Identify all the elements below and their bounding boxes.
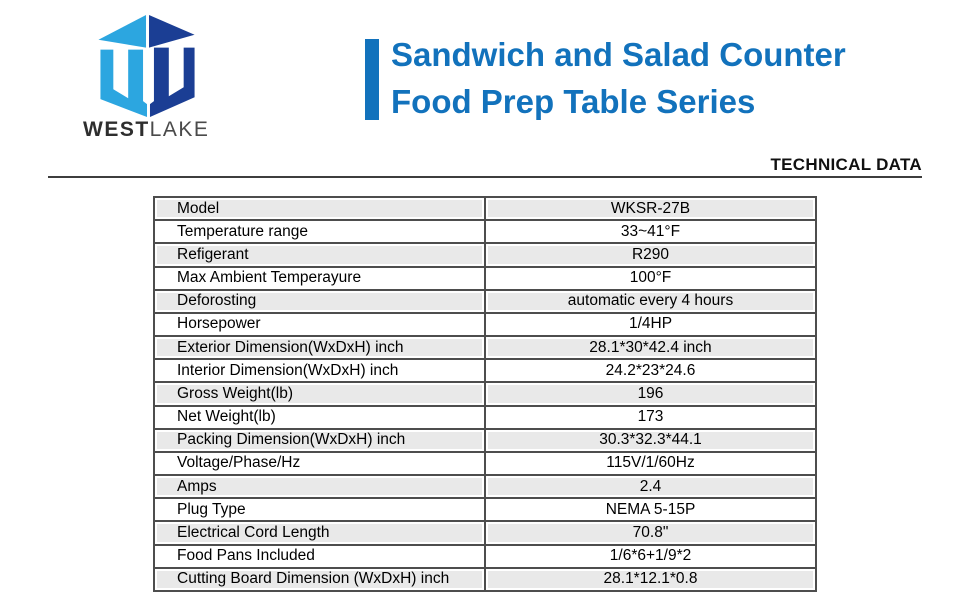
spec-value: 196 <box>484 381 817 407</box>
table-row: Packing Dimension(WxDxH) inch 30.3*32.3*4… <box>153 427 817 453</box>
spec-value: WKSR-27B <box>484 195 817 222</box>
spec-value: 33~41°F <box>484 219 817 245</box>
table-row: Model WKSR-27B <box>153 195 817 222</box>
spec-label: Refigerant <box>153 242 486 268</box>
spec-value: 115V/1/60Hz <box>484 450 817 477</box>
spec-value: 100°F <box>484 265 817 291</box>
logo-roof-left <box>98 14 147 48</box>
spec-label: Temperature range <box>153 219 486 245</box>
spec-label: Deforosting <box>153 288 486 314</box>
spec-label: Gross Weight(lb) <box>153 381 486 407</box>
table-row: Refigerant R290 <box>153 242 817 268</box>
spec-label: Model <box>153 195 486 222</box>
table-row: Interior Dimension(WxDxH) inch 24.2*23*24… <box>153 358 817 384</box>
table-row: Plug Type NEMA 5-15P <box>153 497 817 523</box>
spec-label: Packing Dimension(WxDxH) inch <box>153 427 486 453</box>
spec-value: 28.1*12.1*0.8 <box>484 566 817 593</box>
spec-value: 2.4 <box>484 474 817 500</box>
spec-value: 70.8" <box>484 520 817 546</box>
brand-word-lake: LAKE <box>149 118 210 141</box>
spec-value: 1/6*6+1/9*2 <box>484 543 817 569</box>
spec-label: Food Pans Included <box>153 543 486 569</box>
table-row: Deforosting automatic every 4 hours <box>153 288 817 314</box>
spec-label: Exterior Dimension(WxDxH) inch <box>153 335 486 361</box>
table-row: Cutting Board Dimension (WxDxH) inch 28.1… <box>153 566 817 593</box>
spec-label: Max Ambient Temperayure <box>153 265 486 291</box>
spec-value: 1/4HP <box>484 311 817 338</box>
table-row: Voltage/Phase/Hz 115V/1/60Hz <box>153 450 817 477</box>
westlake-logo-icon: .lp{fill:var(--logo-light);} .dp{fill:va… <box>98 14 195 118</box>
table-row: Horsepower 1/4HP <box>153 311 817 338</box>
section-heading: TECHNICAL DATA <box>770 155 922 174</box>
logo-left-u <box>100 49 148 118</box>
table-row: Max Ambient Temperayure 100°F <box>153 265 817 291</box>
spec-value: NEMA 5-15P <box>484 497 817 523</box>
brand-word-west: WEST <box>83 118 150 141</box>
spec-value: automatic every 4 hours <box>484 288 817 314</box>
table-row: Amps 2.4 <box>153 474 817 500</box>
spec-label: Plug Type <box>153 497 486 523</box>
logo-right-u <box>149 47 195 118</box>
table-row: Exterior Dimension(WxDxH) inch 28.1*30*42… <box>153 335 817 361</box>
table-row: Electrical Cord Length 70.8" <box>153 520 817 546</box>
spec-label: Cutting Board Dimension (WxDxH) inch <box>153 566 486 593</box>
brand-logo: .lp{fill:var(--logo-light);} .dp{fill:va… <box>83 12 221 141</box>
spec-table-body: Model WKSR-27B Temperature range 33~41°F Ref… <box>153 195 817 593</box>
spec-label: Voltage/Phase/Hz <box>153 450 486 477</box>
page-title-line1: Sandwich and Salad Counter <box>391 36 846 73</box>
spec-label: Amps <box>153 474 486 500</box>
table-row: Food Pans Included 1/6*6+1/9*2 <box>153 543 817 569</box>
spec-value: 173 <box>484 404 817 430</box>
title-accent-bar <box>365 39 379 120</box>
spec-value: 24.2*23*24.6 <box>484 358 817 384</box>
heading-rule <box>48 176 922 178</box>
page-title-line2: Food Prep Table Series <box>391 83 756 120</box>
spec-value: 28.1*30*42.4 inch <box>484 335 817 361</box>
spec-value: 30.3*32.3*44.1 <box>484 427 817 453</box>
brand-wordmark: WESTLAKE <box>83 118 209 142</box>
spec-label: Electrical Cord Length <box>153 520 486 546</box>
spec-label: Net Weight(lb) <box>153 404 486 430</box>
table-row: Temperature range 33~41°F <box>153 219 817 245</box>
spec-table: Model WKSR-27B Temperature range 33~41°F Ref… <box>153 195 817 593</box>
spec-label: Horsepower <box>153 311 486 338</box>
spec-label: Interior Dimension(WxDxH) inch <box>153 358 486 384</box>
logo-roof-right <box>148 14 195 48</box>
table-row: Gross Weight(lb) 196 <box>153 381 817 407</box>
table-row: Net Weight(lb) 173 <box>153 404 817 430</box>
page-title: Sandwich and Salad Counter Food Prep Tab… <box>391 31 846 125</box>
spec-value: R290 <box>484 242 817 268</box>
